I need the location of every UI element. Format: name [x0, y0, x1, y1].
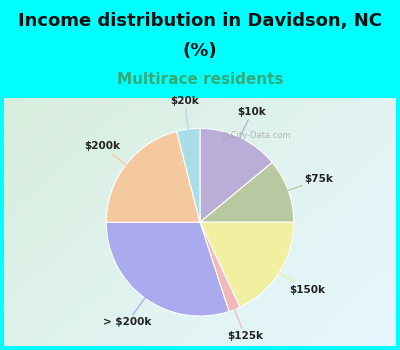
Wedge shape — [106, 222, 229, 316]
Text: $75k: $75k — [266, 174, 334, 198]
Wedge shape — [200, 162, 294, 222]
Wedge shape — [106, 131, 200, 222]
Text: $10k: $10k — [230, 107, 266, 159]
Text: Multirace residents: Multirace residents — [117, 72, 283, 87]
Text: $200k: $200k — [84, 141, 144, 179]
Text: ⓘ City-Data.com: ⓘ City-Data.com — [222, 131, 290, 140]
Text: $125k: $125k — [226, 288, 263, 341]
Wedge shape — [200, 222, 294, 307]
Text: (%): (%) — [183, 42, 217, 60]
Text: Income distribution in Davidson, NC: Income distribution in Davidson, NC — [18, 12, 382, 30]
Wedge shape — [177, 128, 200, 222]
Text: $150k: $150k — [259, 260, 325, 295]
Text: $20k: $20k — [170, 96, 199, 153]
Text: > $200k: > $200k — [103, 279, 159, 327]
Wedge shape — [200, 222, 240, 312]
Wedge shape — [200, 128, 272, 222]
